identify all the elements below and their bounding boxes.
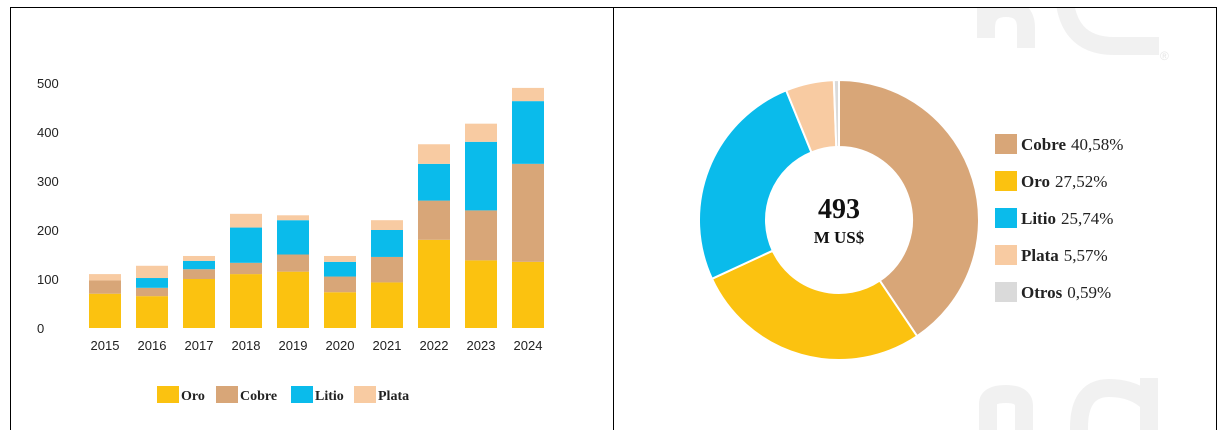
pie-legend-name-plata: Plata: [1021, 246, 1059, 265]
y-tick-label: 400: [37, 125, 59, 140]
bar-segment-oro-2024: [512, 261, 544, 328]
bar-segment-cobre-2015: [89, 280, 121, 294]
pie-legend-pct-oro: 27,52%: [1055, 172, 1107, 191]
bar-segment-litio-2016: [136, 278, 168, 288]
bar-segment-plata-2018: [230, 213, 262, 228]
x-tick-label: 2015: [91, 338, 120, 353]
bar-segment-plata-2015: [89, 274, 121, 281]
bar-segment-litio-2021: [371, 230, 403, 257]
donut-slice-litio: [698, 89, 813, 281]
bar-segment-oro-2019: [277, 271, 309, 328]
bar-segment-plata-2022: [418, 144, 450, 164]
bar-segment-cobre-2023: [465, 210, 497, 261]
bar-segment-oro-2021: [371, 282, 403, 328]
x-tick-label: 2018: [232, 338, 261, 353]
bar-segment-litio-2020: [324, 261, 356, 277]
pie-legend-name-cobre: Cobre: [1021, 135, 1066, 154]
legend-swatch-plata: [354, 386, 376, 403]
bar-segment-plata-2024: [512, 87, 544, 102]
legend-label-litio: Litio: [315, 389, 344, 404]
pie-legend-swatch-otros: [995, 282, 1017, 302]
bar-segment-oro-2018: [230, 274, 262, 328]
bar-segment-oro-2020: [324, 292, 356, 328]
legend-label-plata: Plata: [378, 389, 409, 404]
bar-segment-plata-2020: [324, 255, 356, 262]
pie-legend-name-litio: Litio: [1021, 209, 1056, 228]
pie-legend-swatch-oro: [995, 171, 1017, 191]
bar-segment-oro-2022: [418, 239, 450, 328]
bar-segment-plata-2017: [183, 255, 215, 261]
bar-segment-litio-2023: [465, 141, 497, 211]
donut-slice-otros: [832, 78, 840, 149]
donut-chart: ® 493 M US$ Cobre 40,58% Oro 27,52% Litio 25,74…: [698, 8, 1169, 430]
x-tick-label: 2021: [373, 338, 402, 353]
donut-center-unit: M US$: [814, 228, 865, 247]
legend-label-oro: Oro: [181, 389, 205, 404]
y-tick-label: 500: [37, 76, 59, 91]
bar-segment-cobre-2020: [324, 276, 356, 293]
x-tick-label: 2020: [326, 338, 355, 353]
x-tick-label: 2016: [138, 338, 167, 353]
pie-legend-pct-otros: 0,59%: [1067, 283, 1111, 302]
bar-segment-cobre-2016: [136, 287, 168, 297]
y-tick-label: 200: [37, 223, 59, 238]
donut-chart-panel: ® 493 M US$ Cobre 40,58% Oro 27,52% Litio 25,74…: [613, 7, 1217, 430]
bar-segment-oro-2017: [183, 279, 215, 328]
bar-segment-plata-2023: [465, 123, 497, 142]
bar-segment-cobre-2019: [277, 254, 309, 272]
donut-slice-cobre: [838, 78, 980, 338]
legend-label-cobre: Cobre: [240, 389, 277, 404]
bar-segment-plata-2021: [371, 220, 403, 230]
bar-chart-panel: 0 100 200 300 400 500 2015 2016 2017 2018 2019 2020…: [10, 7, 614, 430]
bar-segment-litio-2017: [183, 260, 215, 270]
y-tick-label: 0: [37, 321, 44, 336]
bar-segment-cobre-2017: [183, 269, 215, 279]
watermark-logo-bottom: [979, 378, 1158, 430]
x-tick-label: 2022: [420, 338, 449, 353]
x-tick-label: 2017: [185, 338, 214, 353]
x-tick-label: 2019: [279, 338, 308, 353]
legend-swatch-cobre: [216, 386, 238, 403]
bar-segment-litio-2022: [418, 163, 450, 201]
legend-swatch-litio: [291, 386, 313, 403]
bar-segment-oro-2023: [465, 260, 497, 328]
x-tick-label: 2024: [514, 338, 543, 353]
bar-segment-plata-2019: [277, 215, 309, 221]
pie-legend-swatch-litio: [995, 208, 1017, 228]
bar-segment-cobre-2018: [230, 262, 262, 275]
stacked-bar-chart: 0 100 200 300 400 500 2015 2016 2017 2018 2019 2020…: [37, 76, 544, 404]
donut-slice-oro: [710, 249, 919, 361]
bar-segment-litio-2019: [277, 220, 309, 255]
y-tick-label: 100: [37, 272, 59, 287]
y-tick-label: 300: [37, 174, 59, 189]
donut-center-total: 493: [818, 194, 860, 225]
bar-segment-oro-2015: [89, 293, 121, 328]
pie-legend-name-otros: Otros: [1021, 283, 1063, 302]
bar-segment-cobre-2022: [418, 200, 450, 240]
bar-segment-oro-2016: [136, 296, 168, 328]
pie-legend-pct-plata: 5,57%: [1064, 246, 1108, 265]
bar-segment-cobre-2024: [512, 163, 544, 262]
bar-segment-plata-2016: [136, 265, 168, 279]
pie-legend-pct-cobre: 40,58%: [1071, 135, 1123, 154]
bar-segment-litio-2018: [230, 227, 262, 263]
x-tick-label: 2023: [467, 338, 496, 353]
pie-legend-name-oro: Oro: [1021, 172, 1050, 191]
watermark-logo-top: [977, 8, 1159, 55]
bar-segment-cobre-2021: [371, 256, 403, 283]
registered-mark: ®: [1160, 49, 1169, 63]
bar-segment-litio-2024: [512, 101, 544, 164]
pie-legend-swatch-cobre: [995, 134, 1017, 154]
legend-swatch-oro: [157, 386, 179, 403]
pie-legend-pct-litio: 25,74%: [1061, 209, 1113, 228]
pie-legend-swatch-plata: [995, 245, 1017, 265]
